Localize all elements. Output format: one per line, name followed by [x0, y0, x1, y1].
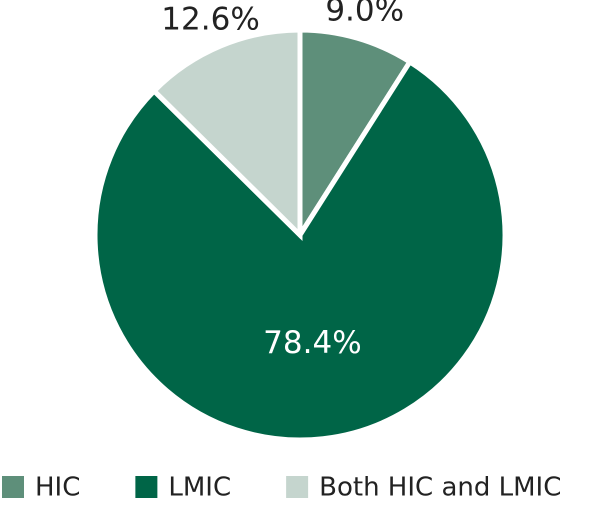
legend-label: HIC	[35, 473, 80, 503]
pie-slice	[150, 27, 303, 241]
data-label: 78.4%	[263, 325, 361, 361]
data-label: 12.6%	[161, 1, 259, 37]
pie-slice	[92, 58, 508, 443]
legend-label: LMIC	[168, 473, 231, 503]
pie-slice	[297, 27, 414, 244]
legend-label: Both HIC and LMIC	[319, 473, 561, 503]
legend-swatch	[286, 476, 309, 498]
data-label: 9.0%	[325, 0, 404, 29]
legend-swatch	[135, 476, 158, 498]
legend-swatch	[2, 476, 24, 498]
